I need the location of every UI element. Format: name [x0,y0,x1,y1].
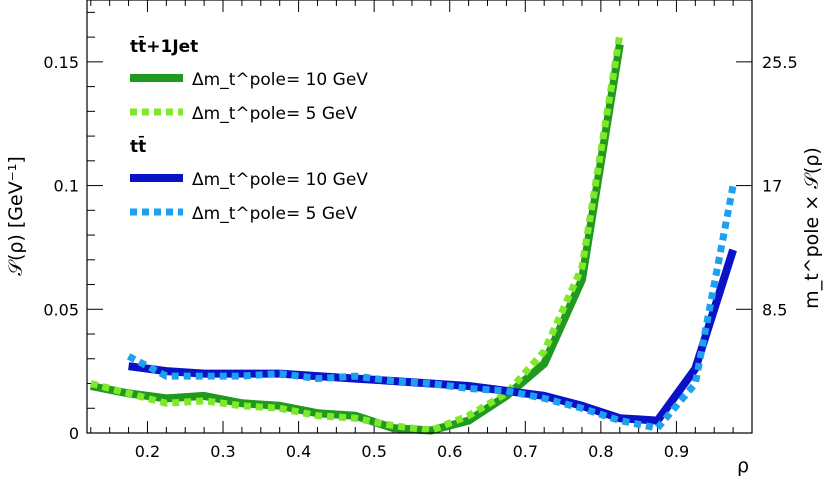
y-right-tick-label: 25.5 [762,53,798,72]
series-layer [89,34,737,435]
plot-frame [86,0,753,434]
legend-label: Δm_t^pole= 5 GeV [192,204,357,224]
tick-labels-layer: 0.2 0.3 0.4 0.5 0.6 0.7 0.8 0.9 0 0.05 0.1 0.15 8.5 1… [43,53,797,461]
x-tick-label: 0.2 [135,442,160,461]
y-tick-label: 0 [69,424,79,443]
y-axis-title: 𝒮(ρ) [GeV⁻¹] [5,156,27,276]
x-tick-label: 0.7 [513,442,538,461]
y-tick-label: 0.05 [43,300,79,319]
series-line-2 [128,248,737,425]
x-tick-label: 0.5 [361,442,386,461]
series-line-1 [89,34,624,435]
x-axis-title: ρ [737,455,749,477]
y-right-tick-label: 17 [762,177,782,196]
y-right-tick-label: 8.5 [762,300,787,319]
x-tick-label: 0.8 [588,442,613,461]
legend-label: Δm_t^pole= 10 GeV [192,70,368,90]
y-tick-label: 0.15 [43,53,79,72]
y-tick-label: 0.1 [54,177,79,196]
x-tick-label: 0.4 [286,442,311,461]
legend-group-title: tt̄+1Jet [130,35,198,57]
legend-group-title: tt̄ [130,135,146,157]
x-tick-label: 0.3 [210,442,235,461]
ticks-layer [87,0,752,434]
legend-label: Δm_t^pole= 5 GeV [192,104,357,124]
legend-label: Δm_t^pole= 10 GeV [192,170,368,190]
y-right-axis-title: m_t^pole × 𝒮(ρ) [801,147,823,309]
legend: tt̄+1Jet Δm_t^pole= 10 GeV Δm_t^pole= 5 Ge… [130,35,368,224]
x-tick-label: 0.9 [664,442,689,461]
x-tick-label: 0.6 [437,442,462,461]
